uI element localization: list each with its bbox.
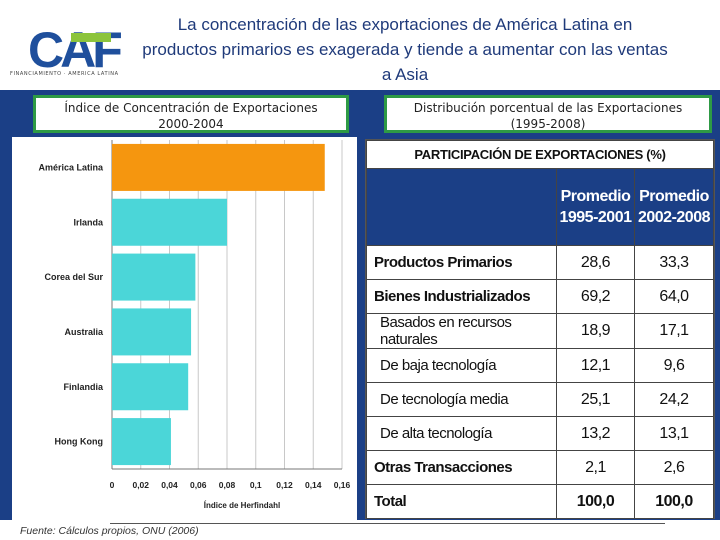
row-value-1995-2001: 28,6 — [556, 245, 635, 280]
table-row: Productos Primarios 28,6 33,3 — [366, 245, 714, 280]
table-row: Otras Transacciones 2,1 2,6 — [366, 450, 714, 485]
row-value-2002-2008: 2,6 — [634, 450, 714, 485]
caf-logo: CAF — [28, 22, 125, 78]
table-row: Bienes Industrializados 69,2 64,0 — [366, 279, 714, 314]
x-tick-label: 0,1 — [250, 480, 262, 490]
row-value-2002-2008: 17,1 — [634, 313, 714, 349]
table-label-line2: (1995-2008) — [510, 117, 586, 131]
table-header-blank — [366, 168, 557, 246]
x-tick-label: 0,16 — [334, 480, 351, 490]
footer-area — [0, 520, 720, 540]
bar — [112, 363, 189, 411]
category-label: Corea del Sur — [44, 272, 103, 282]
page-title: La concentración de las exportaciones de… — [142, 15, 668, 84]
footer-divider — [110, 523, 665, 524]
chart-panel: 0 0,02 0,04 0,06 0,08 0,1 0,12 0,14 0,16 América … — [12, 137, 357, 523]
col-header-2-line1: Promedio — [639, 188, 709, 205]
row-label: De alta tecnología — [366, 416, 557, 451]
row-label: De baja tecnología — [366, 348, 557, 383]
row-value-2002-2008: 64,0 — [634, 279, 714, 314]
row-value-2002-2008: 24,2 — [634, 382, 714, 417]
exports-table-panel: PARTICIPACIÓN DE EXPORTACIONES (%) Prome… — [365, 139, 715, 519]
bar — [112, 418, 171, 466]
col-header-2-line2: 2002-2008 — [637, 209, 711, 226]
chart-label: Índice de Concentración de Exportaciones… — [33, 95, 349, 133]
row-label: Productos Primarios — [366, 245, 557, 280]
x-tick-label: 0,08 — [219, 480, 236, 490]
logo-subtitle: FINANCIAMIENTO · AMERICA LATINA — [10, 71, 119, 77]
x-tick-label: 0,02 — [132, 480, 149, 490]
table-row: Basados en recursos naturales 18,9 17,1 — [366, 313, 714, 349]
row-value-1995-2001: 2,1 — [556, 450, 635, 485]
row-value-2002-2008: 33,3 — [634, 245, 714, 280]
row-value-2002-2008: 9,6 — [634, 348, 714, 383]
category-label: Finlandia — [63, 382, 103, 392]
x-tick-label: 0,06 — [190, 480, 207, 490]
row-label: De tecnología media — [366, 382, 557, 417]
row-label: Otras Transacciones — [366, 450, 557, 485]
x-tick-label: 0,14 — [305, 480, 322, 490]
row-label: Bienes Industrializados — [366, 279, 557, 314]
chart-label-line1: Índice de Concentración de Exportaciones — [64, 101, 318, 115]
category-label: Hong Kong — [55, 437, 104, 447]
bar — [112, 198, 227, 246]
category-label: América Latina — [38, 162, 104, 172]
bar — [112, 253, 196, 301]
x-tick-label: 0,04 — [161, 480, 178, 490]
col-header-2002-2008: Promedio 2002-2008 — [634, 168, 714, 246]
table-label-line1: Distribución porcentual de las Exportaci… — [413, 101, 683, 115]
row-value-1995-2001: 13,2 — [556, 416, 635, 451]
row-value-1995-2001: 100,0 — [556, 484, 635, 519]
table-row: De alta tecnología 13,2 13,1 — [366, 416, 714, 451]
bar — [112, 308, 192, 356]
caf-logo-text: CAF — [28, 22, 121, 78]
category-label: Australia — [64, 327, 104, 337]
table-row-total: Total 100,0 100,0 — [366, 484, 714, 519]
x-axis-title: Índice de Herfindahl — [204, 501, 280, 510]
bar — [112, 143, 325, 191]
table-row: De tecnología media 25,1 24,2 — [366, 382, 714, 417]
x-tick-label: 0 — [110, 480, 115, 490]
table-label: Distribución porcentual de las Exportaci… — [384, 95, 712, 133]
row-label: Total — [366, 484, 557, 519]
x-tick-label: 0,12 — [276, 480, 293, 490]
row-value-1995-2001: 12,1 — [556, 348, 635, 383]
source-note: Fuente: Cálculos propios, ONU (2006) — [20, 525, 199, 537]
row-value-1995-2001: 69,2 — [556, 279, 635, 314]
row-value-1995-2001: 25,1 — [556, 382, 635, 417]
exports-table: PARTICIPACIÓN DE EXPORTACIONES (%) Prome… — [366, 140, 714, 519]
col-header-1995-2001: Promedio 1995-2001 — [556, 168, 635, 246]
row-value-1995-2001: 18,9 — [556, 313, 635, 349]
chart-label-line2: 2000-2004 — [158, 117, 224, 131]
col-header-1-line1: Promedio — [560, 188, 631, 205]
category-label: Irlanda — [73, 217, 104, 227]
herfindahl-chart: 0 0,02 0,04 0,06 0,08 0,1 0,12 0,14 0,16 América … — [38, 140, 351, 510]
table-row: De baja tecnología 12,1 9,6 — [366, 348, 714, 383]
row-value-2002-2008: 100,0 — [634, 484, 714, 519]
row-label: Basados en recursos naturales — [366, 313, 557, 349]
row-value-2002-2008: 13,1 — [634, 416, 714, 451]
col-header-1-line2: 1995-2001 — [559, 209, 632, 226]
table-title: PARTICIPACIÓN DE EXPORTACIONES (%) — [366, 140, 714, 169]
